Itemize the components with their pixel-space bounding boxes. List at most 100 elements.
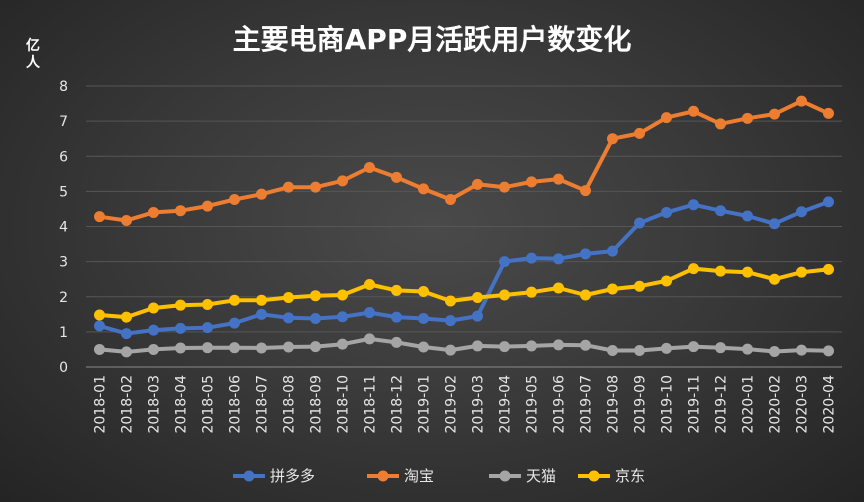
data-point (769, 218, 780, 230)
data-point (175, 322, 186, 334)
data-point (121, 311, 132, 323)
legend-swatch-marker (243, 470, 255, 482)
legend-item: 天猫 (489, 467, 556, 485)
data-point (175, 299, 186, 311)
data-point (337, 175, 348, 187)
data-point (202, 342, 213, 354)
data-point (310, 181, 321, 193)
data-point (526, 176, 537, 188)
data-point (553, 253, 564, 265)
data-point (661, 342, 672, 354)
legend-swatch-marker (499, 470, 511, 482)
x-tick-label: 2018-01 (93, 375, 109, 434)
x-tick-label: 2019-12 (714, 375, 730, 434)
chart-title: 主要电商APP月活跃用户数变化 (233, 23, 632, 56)
unit-label-top: 亿 (26, 37, 40, 54)
data-point (364, 307, 375, 319)
data-point (823, 107, 834, 119)
data-point (769, 108, 780, 120)
x-tick-label: 2018-03 (147, 375, 163, 434)
data-point (472, 310, 483, 322)
data-point (148, 302, 159, 314)
data-point (580, 185, 591, 197)
data-point (472, 178, 483, 190)
series-line (97, 199, 831, 336)
data-point (634, 217, 645, 229)
y-tick-label: 6 (59, 149, 68, 165)
x-tick-label: 2020-01 (741, 375, 757, 434)
data-point (823, 196, 834, 208)
x-tick-label: 2020-03 (795, 375, 811, 434)
y-tick-label: 2 (59, 290, 68, 306)
data-point (121, 328, 132, 340)
data-point (229, 342, 240, 354)
data-point (580, 289, 591, 301)
data-point (283, 312, 294, 324)
gridlines (86, 85, 842, 368)
data-point (202, 200, 213, 212)
data-point (310, 341, 321, 353)
legend: 拼多多 淘宝 天猫 京东 (233, 467, 645, 485)
series-group (94, 333, 834, 358)
data-point (391, 311, 402, 323)
data-point (499, 341, 510, 353)
y-tick-label: 8 (59, 79, 68, 95)
data-point (121, 346, 132, 358)
data-point (499, 256, 510, 268)
data-point (688, 341, 699, 353)
x-tick-label: 2018-05 (201, 375, 217, 434)
data-point (688, 105, 699, 117)
x-tick-label: 2019-04 (498, 375, 514, 434)
data-point (337, 338, 348, 350)
data-point (175, 205, 186, 217)
y-tick-label: 4 (59, 220, 68, 236)
data-point (823, 345, 834, 357)
data-point (445, 315, 456, 327)
series-group (94, 263, 834, 323)
legend-label: 淘宝 (404, 467, 434, 485)
data-point (472, 291, 483, 303)
legend-item: 拼多多 (233, 467, 315, 485)
x-tick-label: 2018-06 (228, 375, 244, 434)
data-point (418, 341, 429, 353)
x-axis: 2018-01 2018-02 2018-03 2018-04 2018-05 2018-… (93, 375, 838, 434)
series-line (97, 266, 831, 320)
data-point (283, 181, 294, 193)
data-point (796, 206, 807, 218)
data-point (148, 343, 159, 355)
series-lines (94, 95, 834, 358)
data-point (607, 344, 618, 356)
x-tick-label: 2019-06 (552, 375, 568, 434)
data-point (364, 333, 375, 345)
data-point (391, 171, 402, 183)
data-point (202, 322, 213, 334)
x-tick-label: 2019-09 (633, 375, 649, 434)
data-point (526, 286, 537, 298)
data-point (256, 294, 267, 306)
data-point (445, 344, 456, 356)
data-point (148, 324, 159, 336)
series-group (94, 196, 834, 340)
data-point (364, 161, 375, 173)
data-point (526, 340, 537, 352)
x-tick-label: 2018-11 (363, 375, 379, 434)
data-point (634, 127, 645, 139)
data-point (715, 342, 726, 354)
data-point (634, 344, 645, 356)
x-tick-label: 2018-08 (282, 375, 298, 434)
data-point (310, 313, 321, 325)
data-point (715, 265, 726, 277)
data-point (472, 340, 483, 352)
data-point (256, 188, 267, 200)
data-point (823, 263, 834, 275)
data-point (94, 309, 105, 321)
data-point (283, 291, 294, 303)
y-tick-label: 1 (59, 325, 68, 341)
y-tick-label: 3 (59, 255, 68, 271)
x-tick-label: 2018-02 (120, 375, 136, 434)
data-point (769, 273, 780, 285)
legend-label: 拼多多 (270, 467, 315, 485)
x-tick-label: 2018-10 (336, 375, 352, 434)
data-point (634, 280, 645, 292)
